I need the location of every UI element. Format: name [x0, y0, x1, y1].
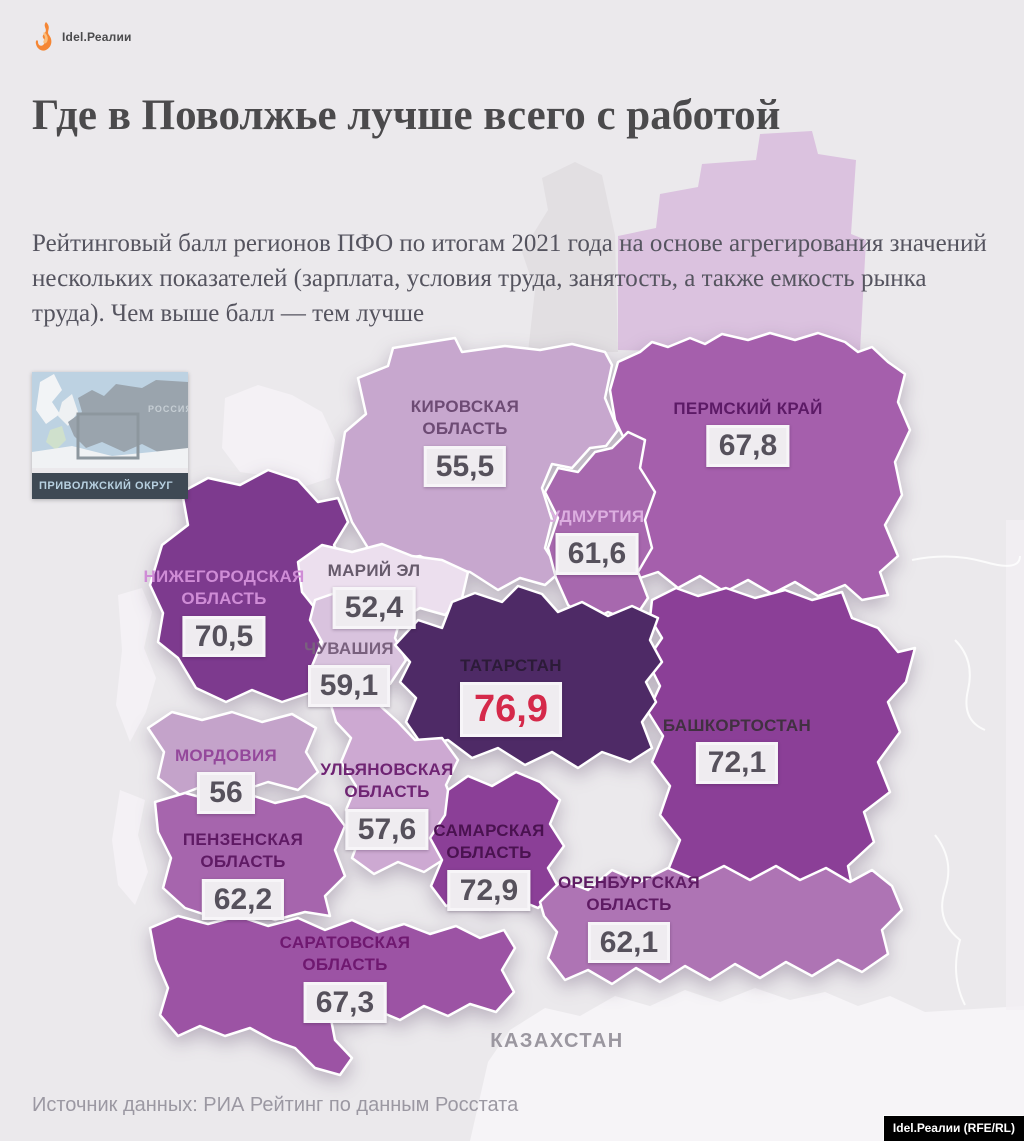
- region-name: ПЕРМСКИЙ КРАЙ: [673, 399, 823, 418]
- value-badge: 55,5: [423, 445, 507, 488]
- region-label-bashkortostan: БАШКОРТОСТАН 72,1: [663, 715, 811, 784]
- torch-icon: [35, 22, 52, 51]
- locator-inset: РОССИЯ ПРИВОЛЖСКИЙ ОКРУГ: [32, 372, 192, 499]
- value-badge: 62,2: [201, 878, 285, 921]
- neighbor-shape-east-strip: [1006, 520, 1024, 1010]
- region-label-tatarstan: ТАТАРСТАН 76,9: [460, 655, 562, 738]
- value-badge: 59,1: [307, 665, 391, 707]
- value-badge: 76,9: [460, 682, 562, 738]
- value-badge: 56: [197, 772, 255, 814]
- attribution-badge: Idel.Реалии (RFE/RL): [883, 1116, 1024, 1141]
- locator-russia-landmass: [68, 380, 188, 454]
- region-label-udmurtia: УДМУРТИЯ 61,6: [550, 506, 645, 575]
- value-badge: 67,8: [706, 425, 790, 467]
- locator-green-land: [46, 426, 66, 450]
- value-badge: 72,1: [695, 742, 779, 784]
- region-name: ОРЕНБУРГСКАЯ ОБЛАСТЬ: [557, 873, 701, 915]
- value-badge: 70,5: [182, 615, 266, 658]
- value-badge: 67,3: [303, 981, 387, 1024]
- region-label-chuvashia: ЧУВАШИЯ 59,1: [304, 638, 394, 707]
- region-name: УДМУРТИЯ: [549, 507, 645, 526]
- region-label-ulyanovskaya: УЛЬЯНОВСКАЯ ОБЛАСТЬ 57,6: [320, 759, 454, 851]
- region-shape-mordovia: [146, 710, 320, 797]
- region-name: САМАРСКАЯ ОБЛАСТЬ: [433, 821, 545, 863]
- locator-country-label: РОССИЯ: [148, 404, 188, 414]
- brand-logo: Idel.Реалии: [32, 22, 132, 52]
- region-name: НИЖЕГОРОДСКАЯ ОБЛАСТЬ: [143, 567, 305, 609]
- neighbor-shapes: [112, 131, 1024, 1141]
- neighbor-shape-kazakhstan: [470, 988, 1024, 1141]
- page-subtitle: Рейтинговый балл регионов ПФО по итогам …: [32, 230, 987, 327]
- region-name: ПЕНЗЕНСКАЯ ОБЛАСТЬ: [182, 830, 304, 872]
- value-badge: 61,6: [555, 533, 639, 575]
- data-source: Источник данных: РИА Рейтинг по данным Р…: [32, 1094, 519, 1116]
- neighbor-shape-northwest: [222, 385, 335, 488]
- kazakhstan-label: КАЗАХСТАН: [490, 1030, 624, 1052]
- neighbor-shape-north-gray: [522, 162, 618, 352]
- region-name: УЛЬЯНОВСКАЯ ОБЛАСТЬ: [320, 760, 454, 802]
- page-title: Где в Поволжье лучше всего с работой: [32, 92, 781, 139]
- value-badge: 52,4: [332, 587, 416, 629]
- value-badge: 72,9: [447, 869, 531, 912]
- locator-scandinavia: [36, 374, 62, 424]
- region-name: МАРИЙ ЭЛ: [327, 561, 421, 580]
- region-name: ЧУВАШИЯ: [304, 639, 394, 658]
- region-label-mariel: МАРИЙ ЭЛ 52,4: [328, 560, 421, 629]
- region-label-orenburgskaya: ОРЕНБУРГСКАЯ ОБЛАСТЬ 62,1: [557, 872, 701, 964]
- brand-logo-text: Idel.Реалии: [62, 30, 132, 44]
- locator-caption: ПРИВОЛЖСКИЙ ОКРУГ: [32, 473, 188, 499]
- region-name: КИРОВСКАЯ ОБЛАСТЬ: [410, 397, 520, 439]
- region-label-permsky: ПЕРМСКИЙ КРАЙ 67,8: [673, 398, 822, 467]
- neighbor-shape-southwest: [112, 790, 148, 905]
- region-name: САРАТОВСКАЯ ОБЛАСТЬ: [279, 933, 411, 975]
- value-badge: 57,6: [345, 808, 429, 851]
- value-badge: 62,1: [587, 921, 671, 964]
- region-label-mordovia: МОРДОВИЯ 56: [175, 745, 277, 814]
- locator-map: РОССИЯ: [32, 372, 192, 468]
- region-label-saratovskaya: САРАТОВСКАЯ ОБЛАСТЬ 67,3: [279, 932, 411, 1024]
- region-name: МОРДОВИЯ: [174, 746, 278, 765]
- neighbor-border-line-3: [954, 639, 986, 731]
- region-label-penzenskaya: ПЕНЗЕНСКАЯ ОБЛАСТЬ 62,2: [182, 829, 304, 921]
- neighbor-shape-west: [116, 588, 156, 742]
- locator-focus-rect: [76, 412, 140, 460]
- region-name: БАШКОРТОСТАН: [662, 716, 812, 735]
- region-label-samarskaya: САМАРСКАЯ ОБЛАСТЬ 72,9: [433, 820, 545, 912]
- locator-scandinavia-2: [58, 394, 78, 426]
- neighbor-border-line-2: [934, 834, 966, 1006]
- neighbor-shape-north-pale: [618, 131, 866, 352]
- region-label-nizhegorodskaya: НИЖЕГОРОДСКАЯ ОБЛАСТЬ 70,5: [143, 566, 305, 658]
- region-label-kirovskaya: КИРОВСКАЯ ОБЛАСТЬ 55,5: [410, 396, 520, 488]
- neighbor-border-line-1: [911, 555, 1021, 567]
- region-name: ТАТАРСТАН: [460, 656, 562, 675]
